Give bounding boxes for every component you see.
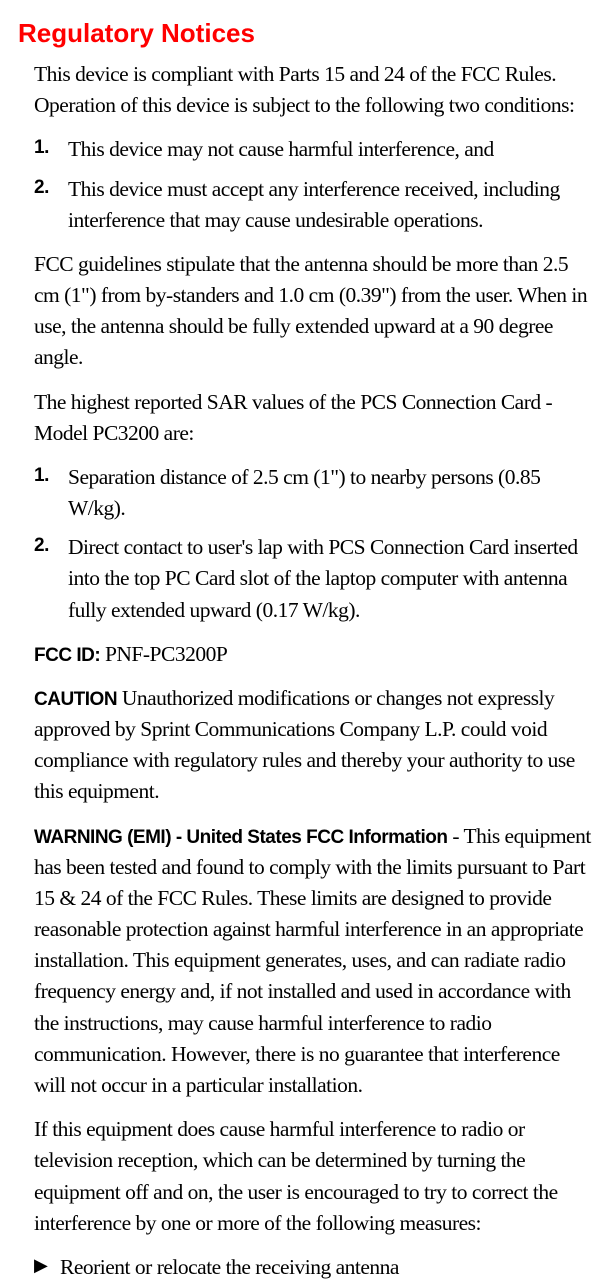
conditions-list: 1. This device may not cause harmful int…	[34, 134, 593, 236]
list-text: This device must accept any interference…	[68, 177, 560, 232]
caution-paragraph: CAUTION Unauthorized modifications or ch…	[34, 683, 593, 808]
fcc-guidelines-paragraph: FCC guidelines stipulate that the antenn…	[34, 249, 593, 374]
sar-intro-paragraph: The highest reported SAR values of the P…	[34, 387, 593, 449]
sar-values-list: 1. Separation distance of 2.5 cm (1") to…	[34, 462, 593, 626]
list-item: 2. Direct contact to user's lap with PCS…	[34, 532, 593, 626]
list-number: 1.	[34, 462, 49, 490]
list-number: 2.	[34, 532, 49, 560]
bullet-text: Reorient or relocate the receiving anten…	[60, 1255, 399, 1279]
interference-paragraph: If this equipment does cause harmful int…	[34, 1114, 593, 1239]
page-title: Regulatory Notices	[18, 18, 593, 49]
list-item: ▶ Reorient or relocate the receiving ant…	[34, 1252, 593, 1283]
list-item: 1. This device may not cause harmful int…	[34, 134, 593, 165]
warning-text: - This equipment has been tested and fou…	[34, 824, 591, 1097]
list-number: 1.	[34, 134, 49, 162]
list-text: Direct contact to user's lap with PCS Co…	[68, 535, 578, 621]
bullet-marker-icon: ▶	[34, 1252, 47, 1278]
fcc-id-label: FCC ID:	[34, 645, 105, 666]
warning-paragraph: WARNING (EMI) - United States FCC Inform…	[34, 821, 593, 1102]
fcc-id-line: FCC ID: PNF-PC3200P	[34, 639, 593, 670]
fcc-id-value: PNF-PC3200P	[105, 642, 227, 666]
measures-list: ▶ Reorient or relocate the receiving ant…	[34, 1252, 593, 1283]
intro-paragraph: This device is compliant with Parts 15 a…	[34, 59, 593, 121]
list-item: 1. Separation distance of 2.5 cm (1") to…	[34, 462, 593, 524]
list-text: Separation distance of 2.5 cm (1") to ne…	[68, 465, 540, 520]
list-item: 2. This device must accept any interfere…	[34, 174, 593, 236]
list-number: 2.	[34, 174, 49, 202]
caution-label: CAUTION	[34, 689, 122, 710]
warning-label: WARNING (EMI) - United States FCC Inform…	[34, 827, 447, 848]
list-text: This device may not cause harmful interf…	[68, 137, 494, 161]
content-body: This device is compliant with Parts 15 a…	[18, 59, 593, 1283]
